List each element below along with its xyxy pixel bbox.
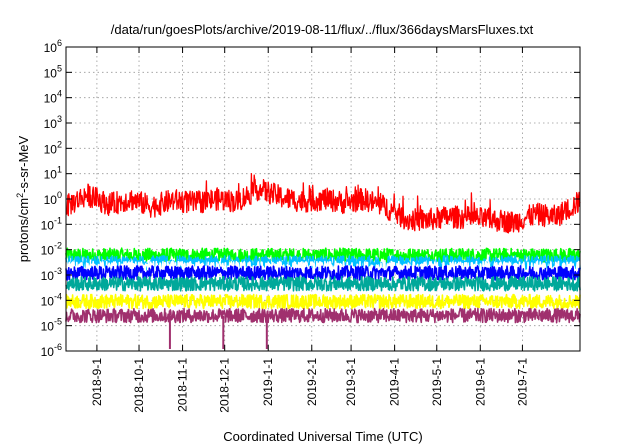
chart-title: /data/run/goesPlots/archive/2019-08-11/f…: [111, 22, 534, 37]
y-tick-label: 10-1: [41, 215, 62, 232]
y-axis-label: protons/cm2-s-sr-MeV: [15, 135, 31, 262]
y-tick-label: 101: [44, 165, 62, 182]
x-tick-label: 2018-12-1: [218, 358, 232, 413]
x-tick-label: 2018-9-1: [90, 358, 104, 406]
x-tick-label: 2019-5-1: [430, 358, 444, 406]
y-tick-label: 10-3: [41, 266, 62, 283]
y-tick-label: 104: [44, 89, 62, 106]
x-axis: 2018-9-1 2018-10-1 2018-11-1 2018-12-1 2019-…: [90, 47, 529, 413]
series-line: [65, 275, 581, 292]
plot-frame: [65, 46, 581, 352]
y-tick-label: 102: [44, 139, 62, 156]
y-tick-label: 10-5: [41, 317, 62, 334]
y-tick-label: 103: [44, 114, 62, 131]
x-tick-label: 2019-3-1: [344, 358, 358, 406]
series-group: [65, 172, 581, 349]
y-tick-label: 105: [44, 63, 62, 80]
series-line: [65, 172, 581, 234]
y-axis: 10-6 10-5 10-4 10-3 10-2 10-1 100 101 102 103 104 1…: [41, 38, 580, 359]
x-tick-label: 2019-4-1: [388, 358, 402, 406]
x-tick-label: 2019-7-1: [515, 358, 529, 406]
x-tick-label: 2019-2-1: [305, 358, 319, 406]
y-tick-label: 10-6: [41, 342, 62, 359]
series-line: [65, 293, 581, 310]
y-tick-label: 100: [44, 190, 62, 207]
x-axis-label: Coordinated Universal Time (UTC): [223, 429, 422, 444]
y-tick-label: 106: [44, 38, 62, 55]
x-tick-label: 2018-11-1: [176, 358, 190, 412]
y-tick-label: 10-4: [41, 291, 62, 308]
x-tick-label: 2019-6-1: [473, 358, 487, 406]
x-tick-label: 2019-1-1: [261, 358, 275, 406]
y-tick-label: 10-2: [41, 241, 62, 258]
series-line: [65, 307, 581, 324]
series-line: [65, 265, 581, 281]
x-tick-label: 2018-10-1: [132, 358, 146, 413]
